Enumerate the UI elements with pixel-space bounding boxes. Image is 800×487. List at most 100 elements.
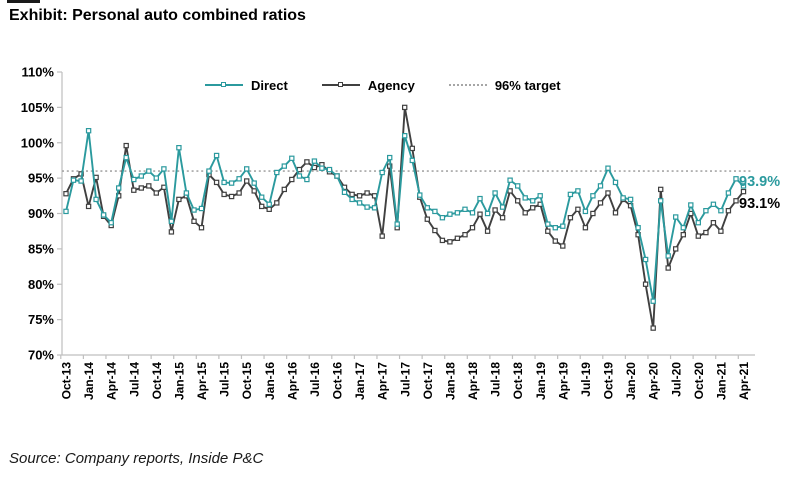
agency-marker: [522, 210, 528, 216]
direct-marker: [153, 175, 159, 181]
direct-marker: [733, 176, 739, 182]
x-axis-label: Apr-18: [466, 362, 480, 400]
dotted-line-sample-icon: [448, 84, 487, 86]
direct-marker: [560, 223, 566, 229]
agency-marker: [244, 178, 250, 184]
direct-marker: [582, 208, 589, 215]
agency-marker: [191, 218, 197, 224]
direct-marker: [191, 207, 197, 213]
direct-marker: [349, 196, 355, 203]
direct-marker: [605, 165, 611, 171]
direct-marker: [484, 210, 491, 217]
x-axis-label: Oct-17: [421, 362, 435, 400]
direct-marker: [507, 177, 513, 183]
legend-item-direct: Direct: [205, 78, 288, 93]
agency-marker: [507, 188, 513, 194]
direct-marker: [718, 208, 724, 214]
x-axis-label: Jan-19: [534, 362, 548, 400]
agency-marker: [590, 210, 596, 217]
direct-marker: [567, 191, 574, 198]
direct-marker: [537, 193, 543, 199]
direct-marker: [492, 190, 498, 196]
direct-marker: [334, 173, 340, 179]
direct-marker: [251, 180, 257, 186]
x-axis-label: Jul-14: [127, 362, 141, 397]
y-axis-label: 90%: [28, 206, 54, 221]
x-axis-label: Oct-19: [602, 362, 616, 400]
direct-marker: [131, 176, 137, 183]
direct-marker: [650, 298, 656, 304]
x-axis-label: Oct-16: [331, 362, 345, 400]
direct-marker: [402, 133, 408, 139]
direct-marker: [545, 221, 551, 227]
direct-marker: [326, 166, 333, 173]
direct-marker: [213, 152, 220, 159]
agency-marker: [304, 159, 310, 165]
direct-marker: [123, 154, 129, 161]
y-axis-label: 110%: [21, 65, 54, 80]
agency-marker: [123, 142, 129, 149]
direct-marker: [379, 169, 385, 176]
direct-marker: [371, 205, 378, 211]
source-note: Source: Company reports, Inside P&C: [9, 450, 264, 467]
x-axis-label: Jan-16: [263, 362, 277, 400]
agency-marker: [274, 200, 280, 206]
direct-marker: [635, 225, 641, 231]
direct-marker: [100, 212, 107, 218]
agency-marker: [477, 211, 483, 217]
direct-marker: [529, 198, 536, 204]
marker-sample-icon: [221, 82, 226, 87]
direct-marker: [597, 183, 604, 189]
x-axis-label: Apr-20: [647, 362, 661, 400]
agency-marker: [665, 265, 671, 271]
x-axis-label: Jul-18: [489, 362, 503, 397]
direct-marker: [409, 157, 416, 164]
agency-marker: [672, 246, 679, 252]
x-axis-label: Jul-19: [579, 362, 593, 397]
direct-marker: [469, 210, 476, 216]
agency-marker: [567, 215, 574, 221]
direct-marker: [447, 211, 453, 217]
agency-marker: [514, 198, 521, 204]
direct-end-value-label: 93.9%: [739, 174, 781, 190]
agency-marker: [402, 104, 408, 111]
direct-marker: [462, 206, 468, 212]
agency-end-value-label: 93.1%: [739, 196, 781, 212]
agency-marker: [85, 203, 92, 210]
agency-marker: [168, 229, 175, 235]
direct-marker: [319, 165, 325, 171]
direct-marker: [108, 220, 114, 226]
x-axis-label: Jan-17: [353, 362, 367, 400]
agency-marker: [680, 232, 687, 238]
direct-marker: [183, 190, 190, 196]
agency-marker: [198, 225, 205, 231]
direct-marker: [356, 200, 363, 206]
agency-marker: [740, 188, 747, 195]
legend-label: Agency: [367, 77, 415, 93]
x-axis-label: Apr-19: [556, 362, 570, 400]
agency-marker: [266, 206, 272, 212]
legend-item-96-target: 96% target: [448, 78, 561, 93]
chart-title: Exhibit: Personal auto combined ratios: [9, 7, 306, 24]
direct-marker: [575, 188, 581, 194]
agency-marker: [146, 183, 152, 189]
agency-marker: [529, 205, 536, 211]
agency-marker: [650, 325, 656, 331]
direct-marker: [394, 221, 400, 227]
direct-marker: [620, 195, 626, 201]
direct-marker: [289, 155, 295, 161]
direct-marker: [417, 192, 423, 198]
agency-marker: [439, 237, 446, 244]
agency-marker: [447, 239, 453, 245]
direct-marker: [85, 128, 92, 134]
agency-marker: [409, 145, 416, 152]
x-axis-label: Jul-16: [308, 362, 322, 397]
direct-marker: [206, 168, 212, 174]
agency-marker: [281, 186, 288, 193]
direct-marker: [115, 185, 122, 191]
x-axis-label: Jul-15: [218, 362, 232, 397]
direct-marker: [590, 193, 596, 199]
direct-marker: [198, 205, 205, 212]
agency-marker: [552, 238, 559, 244]
